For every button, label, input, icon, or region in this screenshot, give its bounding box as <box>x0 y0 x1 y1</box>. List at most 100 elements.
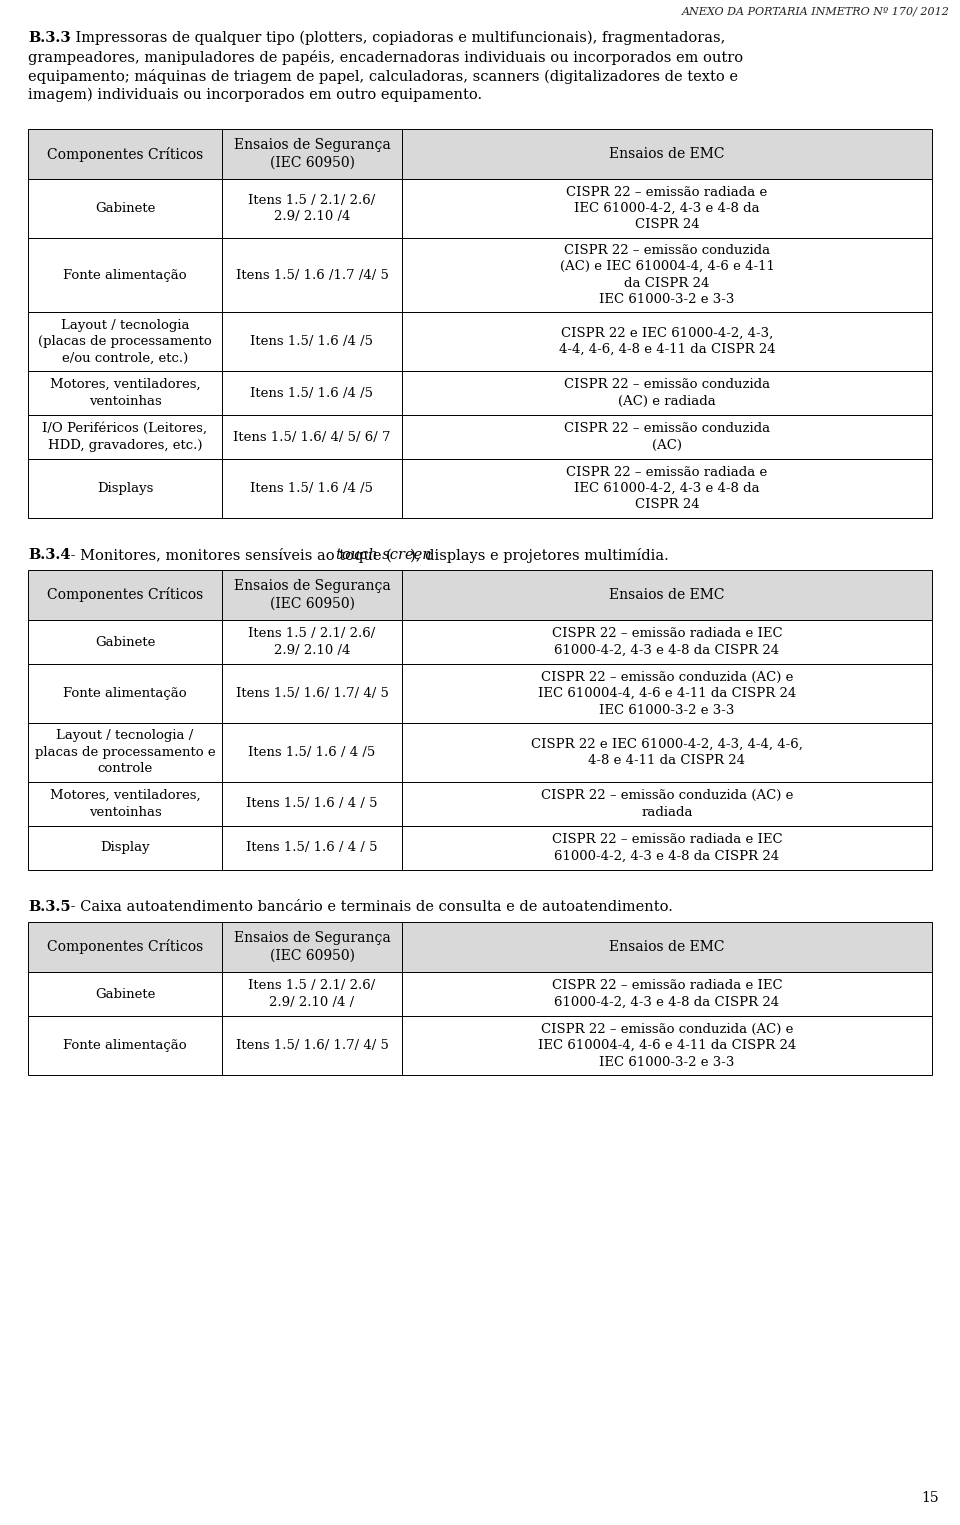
Text: B.3.3: B.3.3 <box>28 30 70 46</box>
Text: Gabinete: Gabinete <box>95 988 156 1000</box>
Text: CISPR 22 – emissão conduzida
(AC): CISPR 22 – emissão conduzida (AC) <box>564 422 770 451</box>
Bar <box>28 827 222 869</box>
Text: 15: 15 <box>922 1491 939 1505</box>
Bar <box>402 459 932 518</box>
Bar <box>222 570 402 621</box>
Bar <box>28 1016 222 1075</box>
Bar <box>28 971 222 1016</box>
Bar <box>402 827 932 869</box>
Bar <box>402 1016 932 1075</box>
Text: touch screen: touch screen <box>336 547 432 563</box>
Bar <box>402 178 932 238</box>
Bar <box>28 415 222 459</box>
Bar <box>222 238 402 313</box>
Text: Gabinete: Gabinete <box>95 636 156 648</box>
Bar <box>28 723 222 782</box>
Bar <box>28 371 222 415</box>
Bar <box>402 238 932 313</box>
Bar <box>222 971 402 1016</box>
Text: CISPR 22 – emissão radiada e IEC
61000-4-2, 4-3 e 4-8 da CISPR 24: CISPR 22 – emissão radiada e IEC 61000-4… <box>552 833 782 863</box>
Bar <box>222 723 402 782</box>
Bar <box>402 415 932 459</box>
Text: Ensaios de Segurança
(IEC 60950): Ensaios de Segurança (IEC 60950) <box>233 932 391 962</box>
Bar <box>402 130 932 178</box>
Text: Componentes Críticos: Componentes Críticos <box>47 146 204 162</box>
Text: Itens 1.5/ 1.6 /4 /5: Itens 1.5/ 1.6 /4 /5 <box>251 482 373 496</box>
Text: CISPR 22 – emissão radiada e IEC
61000-4-2, 4-3 e 4-8 da CISPR 24: CISPR 22 – emissão radiada e IEC 61000-4… <box>552 627 782 657</box>
Text: Itens 1.5/ 1.6/ 4/ 5/ 6/ 7: Itens 1.5/ 1.6/ 4/ 5/ 6/ 7 <box>233 430 391 444</box>
Text: Ensaios de Segurança
(IEC 60950): Ensaios de Segurança (IEC 60950) <box>233 580 391 612</box>
Text: CISPR 22 – emissão conduzida (AC) e
IEC 610004-4, 4-6 e 4-11 da CISPR 24
IEC 610: CISPR 22 – emissão conduzida (AC) e IEC … <box>538 1022 796 1069</box>
Bar <box>222 130 402 178</box>
Bar <box>402 782 932 827</box>
Text: Itens 1.5/ 1.6 /4 /5: Itens 1.5/ 1.6 /4 /5 <box>251 336 373 348</box>
Text: Displays: Displays <box>97 482 154 496</box>
Bar <box>28 621 222 663</box>
Text: Itens 1.5/ 1.6 /4 /5: Itens 1.5/ 1.6 /4 /5 <box>251 386 373 400</box>
Bar <box>28 313 222 371</box>
Bar <box>402 723 932 782</box>
Text: CISPR 22 – emissão conduzida (AC) e
IEC 610004-4, 4-6 e 4-11 da CISPR 24
IEC 610: CISPR 22 – emissão conduzida (AC) e IEC … <box>538 671 796 717</box>
Text: Itens 1.5/ 1.6 / 4 / 5: Itens 1.5/ 1.6 / 4 / 5 <box>247 842 377 854</box>
Text: Itens 1.5/ 1.6/ 1.7/ 4/ 5: Itens 1.5/ 1.6/ 1.7/ 4/ 5 <box>235 686 389 700</box>
Text: grampeadores, manipuladores de papéis, encadernadoras individuais ou incorporado: grampeadores, manipuladores de papéis, e… <box>28 50 743 66</box>
Text: Ensaios de EMC: Ensaios de EMC <box>610 939 725 955</box>
Bar <box>28 459 222 518</box>
Text: Ensaios de EMC: Ensaios de EMC <box>610 146 725 162</box>
Text: Motores, ventiladores,
ventoinhas: Motores, ventiladores, ventoinhas <box>50 790 201 819</box>
Text: Itens 1.5 / 2.1/ 2.6/
2.9/ 2.10 /4: Itens 1.5 / 2.1/ 2.6/ 2.9/ 2.10 /4 <box>249 627 375 657</box>
Text: B.3.5: B.3.5 <box>28 900 71 913</box>
Bar <box>222 827 402 869</box>
Bar <box>222 663 402 723</box>
Text: CISPR 22 e IEC 61000-4-2, 4-3, 4-4, 4-6,
4-8 e 4-11 da CISPR 24: CISPR 22 e IEC 61000-4-2, 4-3, 4-4, 4-6,… <box>531 738 803 767</box>
Text: Display: Display <box>100 842 150 854</box>
Text: Itens 1.5 / 2.1/ 2.6/
2.9/ 2.10 /4: Itens 1.5 / 2.1/ 2.6/ 2.9/ 2.10 /4 <box>249 194 375 223</box>
Text: ANEXO DA PORTARIA INMETRO Nº 170/ 2012: ANEXO DA PORTARIA INMETRO Nº 170/ 2012 <box>683 8 950 17</box>
Text: Itens 1.5/ 1.6/ 1.7/ 4/ 5: Itens 1.5/ 1.6/ 1.7/ 4/ 5 <box>235 1039 389 1052</box>
Text: Fonte alimentação: Fonte alimentação <box>63 268 187 282</box>
Bar <box>222 1016 402 1075</box>
Text: B.3.4: B.3.4 <box>28 547 70 563</box>
Bar <box>402 621 932 663</box>
Text: Motores, ventiladores,
ventoinhas: Motores, ventiladores, ventoinhas <box>50 378 201 407</box>
Bar <box>402 971 932 1016</box>
Bar <box>222 415 402 459</box>
Text: ), displays e projetores multimídia.: ), displays e projetores multimídia. <box>411 547 669 563</box>
Bar <box>402 923 932 971</box>
Text: Itens 1.5 / 2.1/ 2.6/
2.9/ 2.10 /4 /: Itens 1.5 / 2.1/ 2.6/ 2.9/ 2.10 /4 / <box>249 979 375 1008</box>
Text: equipamento; máquinas de triagem de papel, calculadoras, scanners (digitalizador: equipamento; máquinas de triagem de pape… <box>28 69 738 84</box>
Bar <box>28 782 222 827</box>
Bar <box>402 371 932 415</box>
Text: Itens 1.5/ 1.6 /1.7 /4/ 5: Itens 1.5/ 1.6 /1.7 /4/ 5 <box>235 268 389 282</box>
Text: CISPR 22 – emissão radiada e
IEC 61000-4-2, 4-3 e 4-8 da
CISPR 24: CISPR 22 – emissão radiada e IEC 61000-4… <box>566 465 768 511</box>
Bar <box>402 570 932 621</box>
Text: CISPR 22 – emissão radiada e IEC
61000-4-2, 4-3 e 4-8 da CISPR 24: CISPR 22 – emissão radiada e IEC 61000-4… <box>552 979 782 1008</box>
Text: Componentes Críticos: Componentes Críticos <box>47 939 204 955</box>
Text: CISPR 22 – emissão conduzida (AC) e
radiada: CISPR 22 – emissão conduzida (AC) e radi… <box>540 790 793 819</box>
Bar <box>28 663 222 723</box>
Bar <box>222 313 402 371</box>
Text: CISPR 22 – emissão radiada e
IEC 61000-4-2, 4-3 e 4-8 da
CISPR 24: CISPR 22 – emissão radiada e IEC 61000-4… <box>566 186 768 232</box>
Text: Fonte alimentação: Fonte alimentação <box>63 686 187 700</box>
Bar <box>28 178 222 238</box>
Text: Itens 1.5/ 1.6 / 4 / 5: Itens 1.5/ 1.6 / 4 / 5 <box>247 798 377 810</box>
Bar <box>222 178 402 238</box>
Text: Layout / tecnologia /
placas de processamento e
controle: Layout / tecnologia / placas de processa… <box>35 729 215 776</box>
Bar <box>402 313 932 371</box>
Text: Itens 1.5/ 1.6 / 4 /5: Itens 1.5/ 1.6 / 4 /5 <box>249 746 375 759</box>
Text: imagem) individuais ou incorporados em outro equipamento.: imagem) individuais ou incorporados em o… <box>28 88 482 102</box>
Text: Ensaios de EMC: Ensaios de EMC <box>610 589 725 602</box>
Text: Componentes Críticos: Componentes Críticos <box>47 587 204 602</box>
Bar <box>402 663 932 723</box>
Text: Gabinete: Gabinete <box>95 201 156 215</box>
Text: - Monitores, monitores sensíveis ao toque (: - Monitores, monitores sensíveis ao toqu… <box>66 547 392 563</box>
Bar <box>222 782 402 827</box>
Text: - Impressoras de qualquer tipo (plotters, copiadoras e multifuncionais), fragmen: - Impressoras de qualquer tipo (plotters… <box>66 30 726 46</box>
Text: - Caixa autoatendimento bancário e terminais de consulta e de autoatendimento.: - Caixa autoatendimento bancário e termi… <box>66 900 673 913</box>
Bar <box>28 238 222 313</box>
Text: I/O Periféricos (Leitores,
HDD, gravadores, etc.): I/O Periféricos (Leitores, HDD, gravador… <box>42 422 207 451</box>
Text: CISPR 22 e IEC 61000-4-2, 4-3,
4-4, 4-6, 4-8 e 4-11 da CISPR 24: CISPR 22 e IEC 61000-4-2, 4-3, 4-4, 4-6,… <box>559 326 776 357</box>
Bar <box>28 570 222 621</box>
Text: CISPR 22 – emissão conduzida
(AC) e radiada: CISPR 22 – emissão conduzida (AC) e radi… <box>564 378 770 407</box>
Text: Ensaios de Segurança
(IEC 60950): Ensaios de Segurança (IEC 60950) <box>233 139 391 169</box>
